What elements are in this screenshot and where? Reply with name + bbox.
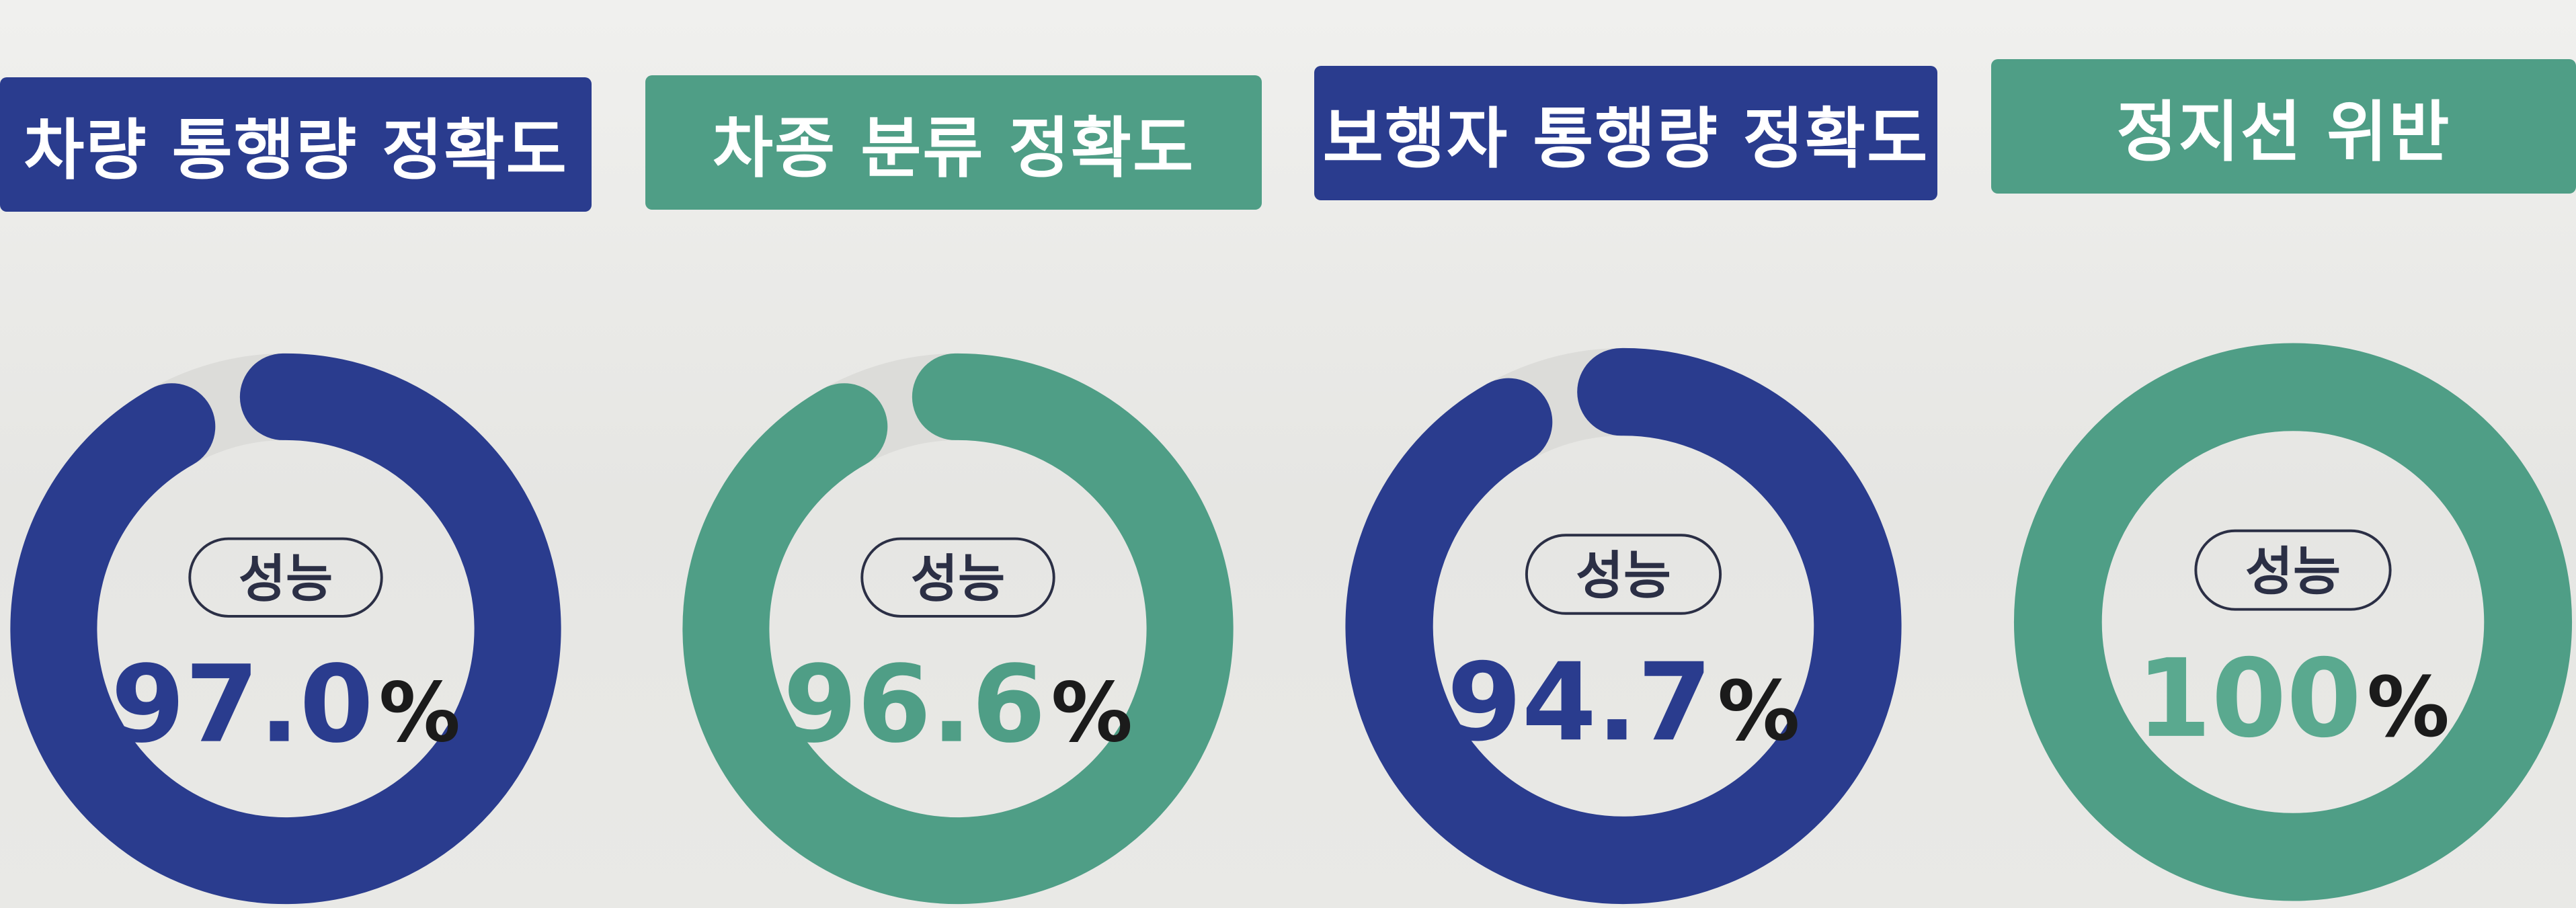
metric-value-unit: %	[379, 665, 460, 761]
metric-value-unit: %	[2367, 659, 2450, 755]
performance-label: 성능	[239, 549, 333, 609]
donut-value-arc	[2013, 343, 2573, 901]
metric-value-number: 94.7	[1447, 640, 1712, 765]
metric-value: 96.6%	[783, 643, 1133, 767]
metric-value-unit: %	[1718, 663, 1800, 759]
performance-pill	[1525, 534, 1722, 615]
donut-chart-stop-line-violation: 성능 100%	[2013, 343, 2573, 901]
metric-title-vehicle-classification-accuracy: 차종 분류 정확도	[645, 75, 1262, 210]
donut-chart-vehicle-traffic-accuracy: 성능 97.0%	[10, 353, 561, 905]
performance-pill	[188, 537, 383, 618]
metric-value-number: 96.6	[783, 643, 1046, 767]
performance-label: 성능	[911, 549, 1005, 609]
metric-value-number: 97.0	[111, 643, 374, 767]
donut-chart-vehicle-classification-accuracy: 성능 96.6%	[682, 353, 1234, 905]
metric-value-number: 100	[2136, 636, 2362, 761]
metric-title-stop-line-violation: 정지선 위반	[1991, 59, 2576, 194]
metric-value: 100%	[2136, 636, 2450, 761]
metric-value: 97.0%	[111, 643, 460, 767]
performance-pill	[2194, 529, 2392, 611]
metric-title-pedestrian-traffic-accuracy: 보행자 통행량 정확도	[1314, 66, 1937, 200]
performance-pill	[860, 537, 1055, 618]
metric-value-unit: %	[1051, 665, 1133, 761]
performance-label: 성능	[1576, 546, 1671, 606]
metric-title-vehicle-traffic-accuracy: 차량 통행량 정확도	[0, 77, 592, 212]
performance-label: 성능	[2245, 542, 2341, 602]
metric-value: 94.7%	[1447, 640, 1800, 765]
donut-value-arc	[1345, 347, 1902, 905]
donut-value-arc	[682, 353, 1234, 905]
donut-value-arc	[10, 353, 561, 905]
donut-chart-pedestrian-traffic-accuracy: 성능 94.7%	[1345, 347, 1902, 905]
